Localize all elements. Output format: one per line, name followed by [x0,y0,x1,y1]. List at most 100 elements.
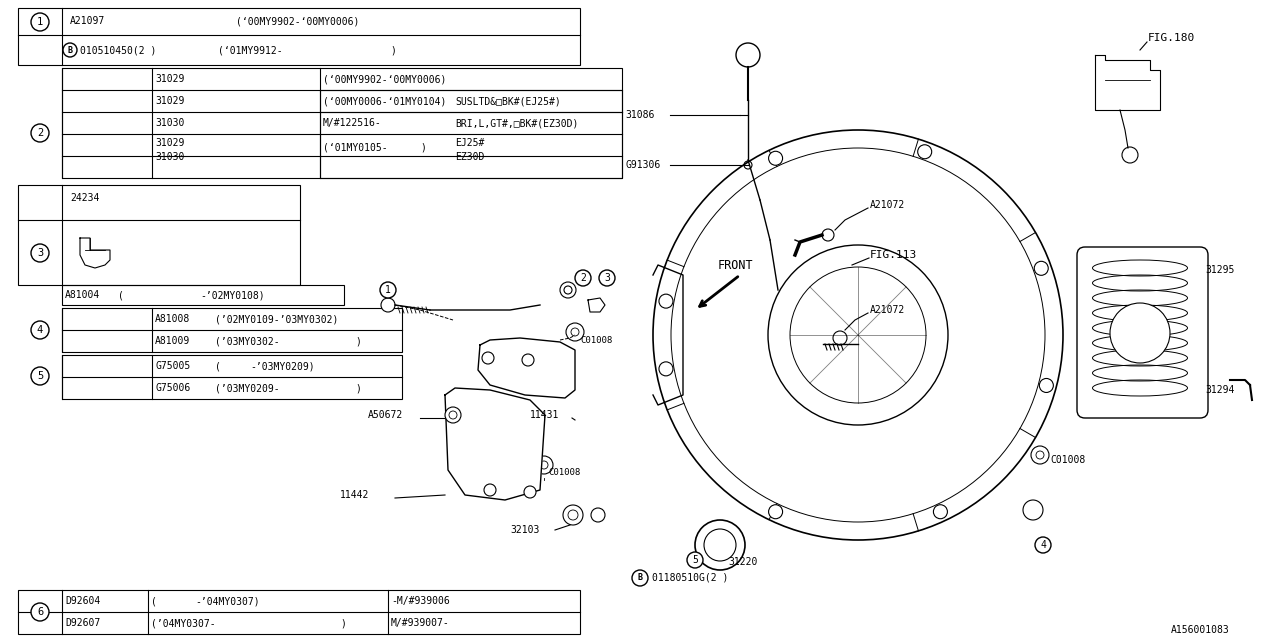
Text: G75006: G75006 [155,383,191,393]
Circle shape [1034,261,1048,275]
Polygon shape [477,338,575,398]
Circle shape [822,229,835,241]
Text: C01008: C01008 [1050,455,1085,465]
Text: ): ) [355,383,361,393]
Circle shape [445,407,461,423]
Text: 2: 2 [580,273,586,283]
Circle shape [575,270,591,286]
Text: BRI,L,GT#,□BK#(EZ30D): BRI,L,GT#,□BK#(EZ30D) [454,118,579,128]
Text: 31029: 31029 [155,96,184,106]
Text: ): ) [420,142,426,152]
Text: EJ25#: EJ25# [454,138,484,148]
Text: EZ30D: EZ30D [454,152,484,162]
Text: (’04MY0307-: (’04MY0307- [151,618,215,628]
Circle shape [535,456,553,474]
Text: (‘00MY9902-‘00MY0006): (‘00MY9902-‘00MY0006) [323,74,447,84]
Text: -’04MY0307): -’04MY0307) [195,596,260,606]
Text: A156001083: A156001083 [1171,625,1230,635]
Text: 5: 5 [692,555,698,565]
Text: 3: 3 [604,273,611,283]
Polygon shape [81,238,110,268]
Circle shape [563,505,582,525]
Text: ): ) [355,336,361,346]
Circle shape [483,352,494,364]
Text: 1: 1 [37,17,44,27]
Bar [61,355,402,399]
Text: 31029: 31029 [155,74,184,84]
Text: 31030: 31030 [155,118,184,128]
Bar [18,185,300,285]
Text: 31030: 31030 [155,152,184,162]
Text: A21097: A21097 [70,16,105,26]
Text: 4: 4 [1041,540,1046,550]
Circle shape [632,570,648,586]
Text: 01180510G(2 ): 01180510G(2 ) [652,573,728,583]
Bar [18,590,580,634]
Text: (: ( [215,361,221,371]
Polygon shape [445,388,545,500]
Text: B: B [637,573,643,582]
Text: D92604: D92604 [65,596,100,606]
Text: -M/#939006: -M/#939006 [390,596,449,606]
Text: B: B [68,45,73,54]
Text: (‘01MY9912-: (‘01MY9912- [218,45,283,55]
Text: 11442: 11442 [340,490,370,500]
Circle shape [31,367,49,385]
Circle shape [599,270,614,286]
Text: FRONT: FRONT [718,259,754,271]
Circle shape [1110,303,1170,363]
Text: ): ) [340,618,346,628]
Circle shape [381,298,396,312]
Text: 5: 5 [37,371,44,381]
Circle shape [380,282,396,298]
Circle shape [1036,537,1051,553]
Text: (’02MY0109-’03MY0302): (’02MY0109-’03MY0302) [215,314,338,324]
Text: 31220: 31220 [728,557,758,567]
Text: SUSLTD&□BK#(EJ25#): SUSLTD&□BK#(EJ25#) [454,96,561,106]
Text: C01008: C01008 [548,467,580,477]
Circle shape [695,520,745,570]
Text: A81008: A81008 [155,314,191,324]
Circle shape [484,484,497,496]
Circle shape [768,151,782,165]
Circle shape [63,43,77,57]
Circle shape [591,508,605,522]
Text: -’02MY0108): -’02MY0108) [200,290,265,300]
Text: A81009: A81009 [155,336,191,346]
Text: M/#122516-: M/#122516- [323,118,381,128]
Circle shape [933,505,947,519]
Text: (’03MY0302-: (’03MY0302- [215,336,279,346]
Text: (‘01MY0105-: (‘01MY0105- [323,142,388,152]
FancyBboxPatch shape [1076,247,1208,418]
Text: D92607: D92607 [65,618,100,628]
Circle shape [31,244,49,262]
Text: 32103: 32103 [509,525,539,535]
Circle shape [31,13,49,31]
Circle shape [744,161,753,169]
Circle shape [524,486,536,498]
Circle shape [561,282,576,298]
Text: 2: 2 [37,128,44,138]
Text: (’03MY0209-: (’03MY0209- [215,383,279,393]
Text: (‘00MY0006-‘01MY0104): (‘00MY0006-‘01MY0104) [323,96,447,106]
Text: A21072: A21072 [870,305,905,315]
Text: FIG.113: FIG.113 [870,250,918,260]
Text: (: ( [118,290,124,300]
Text: G91306: G91306 [625,160,660,170]
Text: 3: 3 [37,248,44,258]
Circle shape [768,505,782,519]
Text: (‘00MY9902-‘00MY0006): (‘00MY9902-‘00MY0006) [236,16,360,26]
Circle shape [31,321,49,339]
Circle shape [31,124,49,142]
Text: 31086: 31086 [625,110,654,120]
Text: 31294: 31294 [1204,385,1234,395]
Text: 6: 6 [37,607,44,617]
Text: M/#939007-: M/#939007- [390,618,449,628]
Text: -’03MY0209): -’03MY0209) [250,361,315,371]
Circle shape [659,362,673,376]
Circle shape [918,145,932,159]
Text: 010510450(2 ): 010510450(2 ) [81,45,156,55]
Circle shape [1039,378,1053,392]
Text: A21072: A21072 [870,200,905,210]
Circle shape [833,331,847,345]
